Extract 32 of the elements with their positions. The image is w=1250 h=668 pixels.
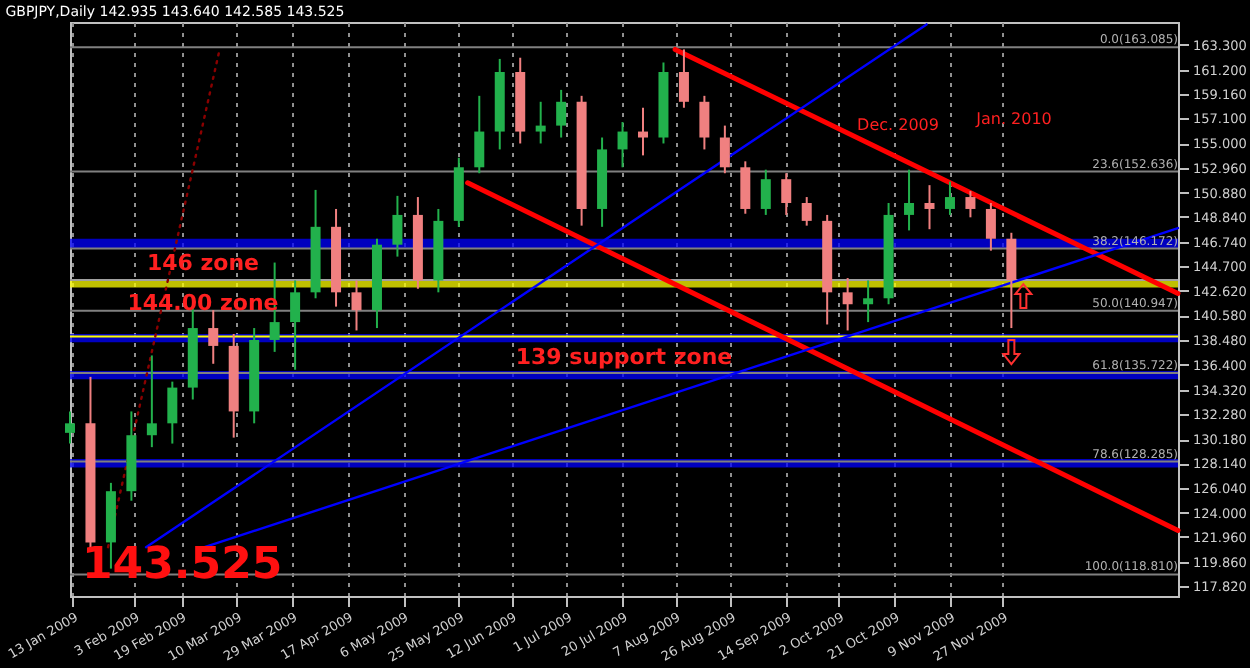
candlestick: [965, 190, 976, 219]
candlestick: [474, 94, 485, 175]
candlestick: [760, 168, 771, 216]
candlestick: [351, 279, 362, 332]
candlestick: [208, 309, 219, 365]
candlestick: [985, 202, 996, 252]
candlestick: [924, 184, 935, 231]
candlestick: [167, 380, 178, 445]
candlestick: [904, 168, 915, 232]
candlestick: [842, 277, 853, 332]
candlestick: [863, 279, 874, 324]
band-label: 139 support zone: [515, 344, 733, 371]
candlestick: [617, 121, 628, 169]
candlestick: [944, 180, 955, 216]
annotation: Jan. 2010: [974, 110, 1052, 128]
candlestick: [65, 410, 75, 445]
annotation: Dec. 2009: [857, 116, 939, 134]
annotation: 143.525: [82, 540, 283, 590]
candlestick: [781, 172, 792, 216]
candlestick: [392, 194, 403, 258]
candlestick: [699, 94, 710, 151]
candlestick: [290, 279, 301, 371]
candlestick: [678, 48, 689, 109]
candlestick: [556, 88, 567, 139]
candlestick: [146, 354, 157, 449]
candlestick: [1006, 231, 1017, 330]
candlestick: [740, 160, 751, 215]
candlestick: [535, 100, 546, 145]
candlestick: [638, 106, 648, 157]
candlestick: [801, 196, 812, 227]
candlestick: [719, 124, 730, 175]
band-label: 146 zone: [146, 250, 260, 277]
